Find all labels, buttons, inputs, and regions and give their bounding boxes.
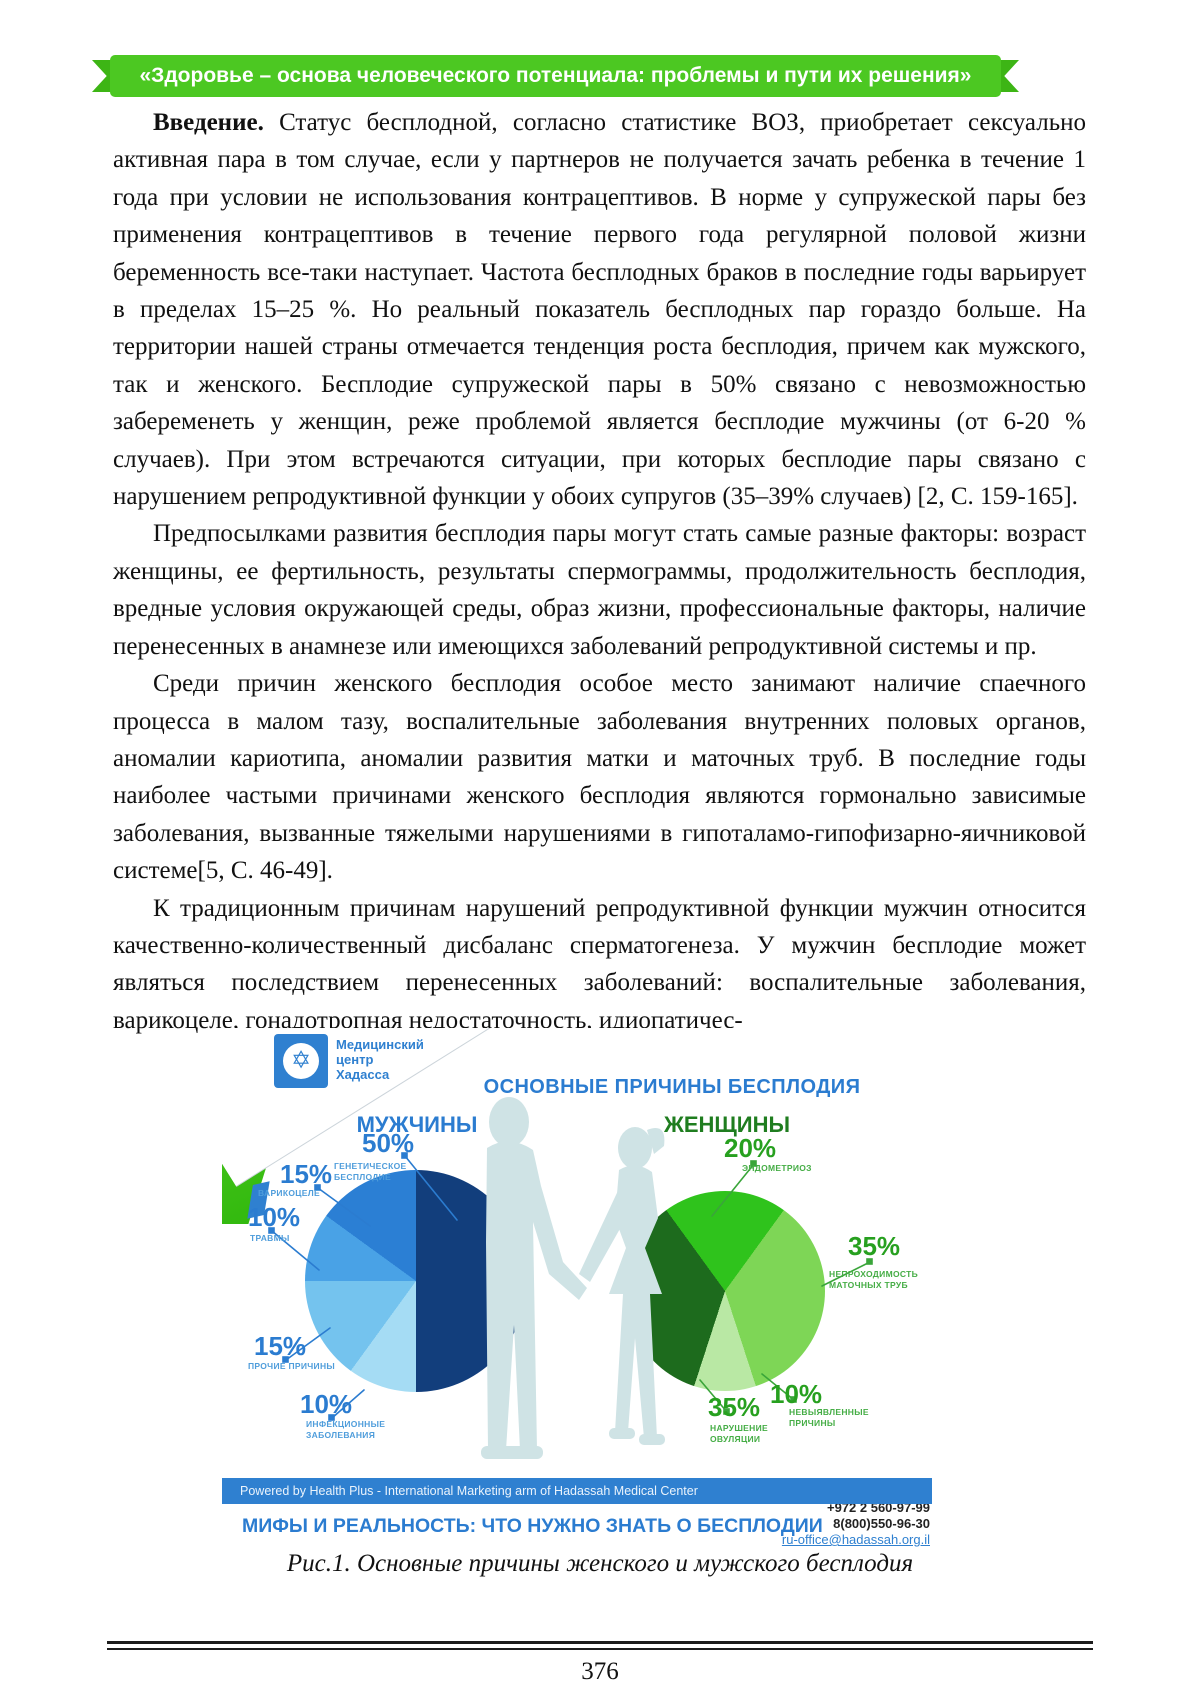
hadassah-logo-text: Медицинский центр Хадасса (336, 1034, 424, 1082)
men-genetic-pct: 50% (362, 1128, 415, 1158)
men-infection-label: ИНФЕКЦИОННЫЕ ЗАБОЛЕВАНИЯ (306, 1419, 386, 1440)
women-endometriosis-pct: 20% (724, 1133, 777, 1163)
ribbon-title: «Здоровье – основа человеческого потенци… (110, 55, 1001, 97)
paragraph-introduction: Введение. Статус бесплодной, согласно ст… (113, 104, 1086, 515)
hadassah-logo-mark: ✡ (274, 1034, 328, 1088)
women-ovulation-label: НАРУШЕНИЕ ОВУЛЯЦИИ (710, 1423, 768, 1444)
header-ribbon: «Здоровье – основа человеческого потенци… (92, 55, 1019, 97)
men-other-label: ПРОЧИЕ ПРИЧИНЫ (248, 1361, 336, 1371)
phone-number-2: 8(800)550-96-30 (833, 1516, 930, 1531)
men-infection-pct: 10% (300, 1389, 353, 1419)
logo-text-line2: центр (336, 1052, 374, 1067)
paragraph-male-causes: К традиционным причинам нарушений репрод… (113, 894, 1086, 1034)
page-number: 376 (581, 1658, 619, 1685)
men-other-pct: 15% (254, 1331, 307, 1361)
logo-text-line3: Хадасса (336, 1067, 390, 1082)
logo-text-line1: Медицинский (336, 1037, 424, 1052)
article-body: Введение. Статус бесплодной, согласно ст… (113, 104, 1086, 1039)
star-of-david-icon: ✡ (283, 1043, 319, 1079)
men-varicocele-label: ВАРИКОЦЕЛЕ (258, 1188, 320, 1198)
women-ovulation-pct: 35% (708, 1392, 761, 1422)
powered-by-bar: Powered by Health Plus - International M… (222, 1478, 932, 1504)
women-tubal-pct: 35% (848, 1231, 901, 1261)
figure-caption: Рис.1. Основные причины женского и мужск… (286, 1550, 914, 1577)
men-varicocele-pct: 15% (280, 1159, 333, 1189)
paragraph-female-causes: Среди причин женского бесплодия особое м… (113, 670, 1086, 885)
women-section-heading: ЖЕНЩИНЫ (663, 1112, 791, 1137)
callout-leader-lines (268, 1152, 873, 1421)
couple-silhouette (481, 1097, 665, 1459)
men-trauma-pct: 10% (248, 1202, 301, 1232)
footer-double-rule (107, 1641, 1093, 1650)
infographic-tagline: МИФЫ И РЕАЛЬНОСТЬ: ЧТО НУЖНО ЗНАТЬ О БЕС… (242, 1515, 823, 1537)
men-section-heading: МУЖЧИНЫ (356, 1112, 478, 1137)
women-unknown-label: НЕВЫЯВЛЕННЫЕ ПРИЧИНЫ (789, 1407, 869, 1428)
figure-infographic: ✡ Медицинский центр Хадасса ОСНОВНЫЕ ПРИ… (222, 1028, 932, 1548)
men-trauma-label: ТРАВМЫ (250, 1233, 290, 1243)
women-tubal-label: НЕПРОХОДИМОСТЬ МАТОЧНЫХ ТРУБ (829, 1269, 918, 1290)
introduction-text: Статус бесплодной, согласно статистике В… (113, 109, 1086, 511)
hadassah-logo: ✡ Медицинский центр Хадасса (274, 1034, 424, 1088)
women-unknown-pct: 10% (770, 1379, 823, 1409)
infographic-canvas: ✡ Медицинский центр Хадасса ОСНОВНЫЕ ПРИ… (222, 1028, 932, 1504)
women-endometriosis-label: ЭНДОМЕТРИОЗ (742, 1163, 812, 1173)
men-genetic-label: ГЕНЕТИЧЕСКОЕ БЕСПЛОДИЕ (334, 1161, 407, 1182)
paragraph-factors: Предпосылками развития бесплодия пары мо… (113, 520, 1086, 660)
email-link[interactable]: ru-office@hadassah.org.il (781, 1532, 930, 1547)
introduction-lead: Введение. (153, 109, 264, 136)
contact-block: +972 2 560-97-99 8(800)550-96-30 ru-offi… (782, 1500, 930, 1548)
infographic-title: ОСНОВНЫЕ ПРИЧИНЫ БЕСПЛОДИЯ (483, 1076, 861, 1098)
